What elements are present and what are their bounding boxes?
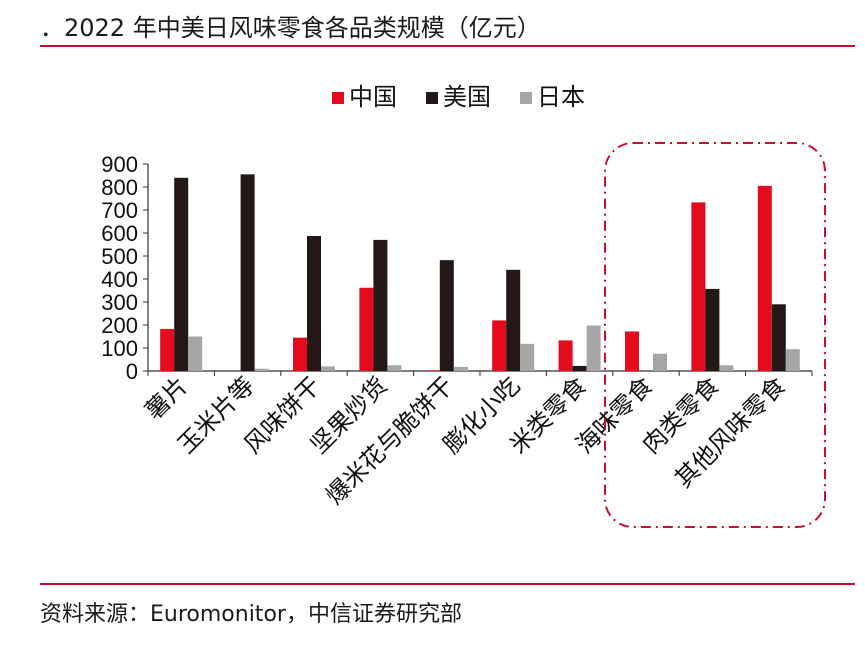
bar-usa [506, 269, 521, 371]
y-tick-label: 400 [101, 267, 138, 292]
bar-china [558, 340, 573, 371]
bar-usa [572, 365, 587, 371]
legend-swatch [520, 92, 532, 104]
y-tick-label: 900 [101, 152, 138, 177]
bar-japan [321, 366, 335, 371]
x-category-label: 薯片 [140, 371, 194, 425]
bar-japan [785, 349, 800, 371]
bar-usa [373, 239, 388, 371]
legend-swatch [426, 92, 438, 104]
source-note: 资料来源：Euromonitor，中信证券研究部 [40, 602, 462, 627]
bar-japan [520, 343, 535, 371]
bar-china [757, 185, 772, 371]
bar-china [691, 202, 706, 371]
bar-japan [387, 365, 402, 371]
bar-china [425, 370, 440, 371]
page-title: ．2022 年中美日风味零食各品类规模（亿元） [40, 14, 541, 42]
bar-japan [254, 368, 269, 371]
y-tick-label: 600 [101, 221, 138, 246]
bar-japan [653, 353, 667, 371]
bar-usa [174, 177, 189, 371]
y-tick-label: 0 [126, 359, 138, 384]
footer-divider [40, 583, 855, 585]
bar-china [160, 328, 175, 371]
legend-label: 日本 [537, 83, 585, 111]
bar-china [492, 320, 507, 371]
legend-swatch [332, 92, 344, 104]
bar-china [359, 287, 374, 371]
bar-usa [705, 288, 720, 371]
bar-usa [307, 235, 321, 371]
highlight-box [604, 142, 826, 528]
y-tick-label: 700 [101, 198, 138, 223]
legend-label: 中国 [349, 83, 397, 111]
bar-usa [439, 260, 454, 371]
legend-label: 美国 [443, 83, 491, 111]
bar-usa [771, 304, 786, 371]
bar-usa [240, 174, 255, 371]
bar-japan [719, 365, 734, 371]
bar-japan [188, 336, 203, 371]
bar-japan [453, 366, 468, 371]
bar-china [625, 331, 639, 371]
title-divider [40, 45, 855, 47]
bar-china [293, 337, 307, 371]
y-tick-label: 100 [101, 336, 138, 361]
y-tick-label: 200 [101, 313, 138, 338]
bar-japan [586, 325, 601, 371]
y-tick-label: 500 [101, 244, 138, 269]
y-tick-label: 800 [101, 175, 138, 200]
y-tick-label: 300 [101, 290, 138, 315]
